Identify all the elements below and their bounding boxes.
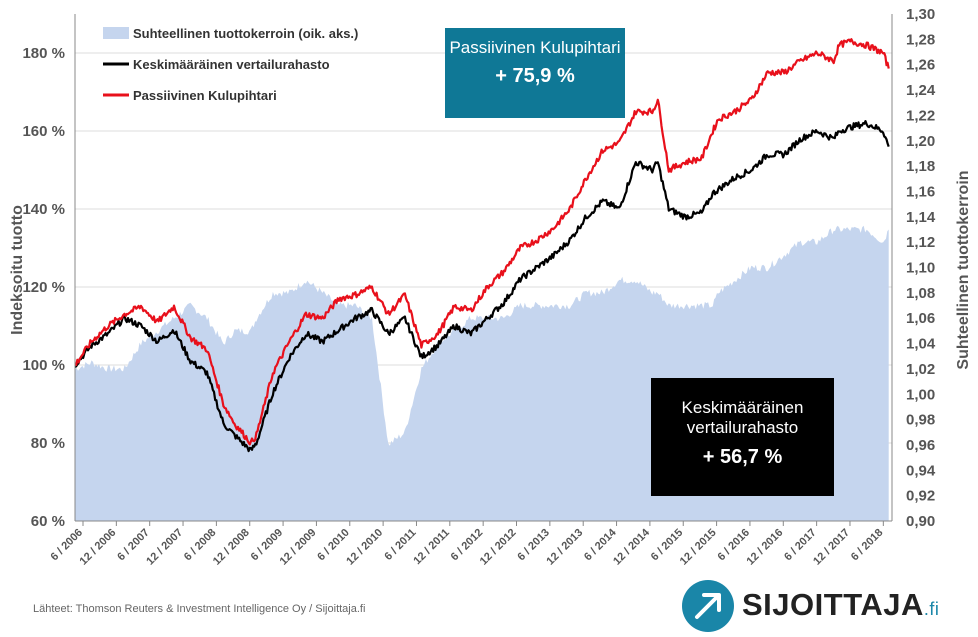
- passive-box-title: Passiivinen Kulupihtari: [449, 38, 621, 57]
- right-tick-label: 1,02: [906, 361, 935, 378]
- right-tick-label: 1,26: [906, 57, 935, 74]
- legend-passive-label: Passiivinen Kulupihtari: [133, 88, 277, 103]
- left-axis-ticks: 60 % 80 % 100 % 120 % 140 % 160 % 180 %: [22, 45, 65, 530]
- legend-ratio-swatch: [103, 27, 129, 39]
- legend-benchmark-label: Keskimääräinen vertailurahasto: [133, 57, 330, 72]
- right-tick-label: 1,16: [906, 183, 935, 200]
- legend: Suhteellinen tuottokerroin (oik. aks.) Ke…: [103, 26, 358, 103]
- average-box-value: + 56,7 %: [702, 445, 783, 468]
- brand-suffix: .fi: [923, 599, 940, 619]
- arrow-up-right-icon: [682, 580, 734, 632]
- right-tick-label: 1,20: [906, 133, 935, 150]
- legend-ratio-label: Suhteellinen tuottokerroin (oik. aks.): [133, 26, 358, 41]
- left-tick-label: 120 %: [22, 279, 65, 296]
- left-tick-label: 180 %: [22, 45, 65, 62]
- right-tick-label: 1,04: [906, 336, 936, 353]
- left-axis-title: Indeksoitu tuotto: [9, 205, 26, 335]
- x-tick-label: 12 / 2016: [744, 527, 785, 568]
- x-tick-label: 12 / 2013: [544, 527, 585, 568]
- x-tick-label: 12 / 2008: [211, 527, 252, 568]
- right-axis-title: Suhteellinen tuottokerroin: [955, 170, 972, 369]
- brand-logo: SIJOITTAJA.fi: [682, 575, 972, 635]
- passive-return-box: Passiivinen Kulupihtari + 75,9 %: [445, 28, 625, 118]
- x-tick-label: 12 / 2014: [611, 526, 653, 568]
- x-tick-label: 12 / 2017: [811, 527, 852, 568]
- left-tick-label: 140 %: [22, 201, 65, 218]
- right-tick-label: 0,96: [906, 437, 935, 454]
- right-tick-label: 1,14: [906, 209, 936, 226]
- right-tick-label: 1,12: [906, 234, 935, 251]
- right-tick-label: 1,10: [906, 260, 935, 277]
- right-tick-label: 1,28: [906, 31, 935, 48]
- average-box-title: Keskimääräinen vertailurahasto: [681, 398, 804, 438]
- x-tick-label: 12 / 2007: [144, 527, 185, 568]
- x-tick-label: 12 / 2006: [78, 527, 119, 568]
- passive-box-value: + 75,9 %: [495, 65, 575, 88]
- average-return-box: Keskimääräinen vertailurahasto + 56,7 %: [651, 378, 834, 496]
- x-tick-label: 12 / 2012: [478, 527, 519, 568]
- right-tick-label: 0,98: [906, 412, 935, 429]
- right-tick-label: 0,90: [906, 513, 935, 530]
- right-tick-label: 0,92: [906, 488, 935, 505]
- right-tick-label: 1,24: [906, 82, 936, 99]
- left-tick-label: 100 %: [22, 357, 65, 374]
- x-tick-label: 6 / 2018: [849, 527, 886, 564]
- right-tick-label: 1,18: [906, 158, 935, 175]
- right-tick-label: 1,00: [906, 386, 935, 403]
- left-tick-label: 160 %: [22, 123, 65, 140]
- x-tick-label: 12 / 2015: [678, 527, 719, 568]
- right-tick-label: 1,06: [906, 310, 935, 327]
- series-benchmark-line: [74, 120, 890, 453]
- x-tick-label: 12 / 2010: [344, 527, 385, 568]
- right-tick-label: 1,30: [906, 6, 935, 23]
- right-tick-label: 1,08: [906, 285, 935, 302]
- source-note: Lähteet: Thomson Reuters & Investment In…: [33, 603, 366, 615]
- right-axis-ticks: 0,90 0,92 0,94 0,96 0,98 1,00 1,02 1,04 1,06 1,08…: [906, 6, 936, 530]
- right-tick-label: 0,94: [906, 462, 936, 479]
- series-passive-line: [74, 38, 890, 446]
- brand-name: SIJOITTAJA.fi: [742, 587, 939, 623]
- left-tick-label: 80 %: [31, 435, 65, 452]
- brand-name-text: SIJOITTAJA: [742, 587, 924, 622]
- lines-layer: [74, 38, 890, 453]
- left-tick-label: 60 %: [31, 513, 65, 530]
- x-tick-label: 12 / 2011: [411, 527, 452, 568]
- x-tick-label: 12 / 2009: [278, 527, 319, 568]
- right-tick-label: 1,22: [906, 107, 935, 124]
